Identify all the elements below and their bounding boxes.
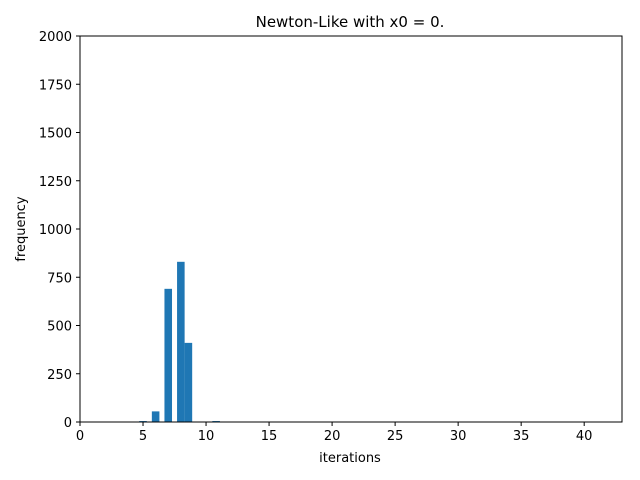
y-tick-label: 0 xyxy=(64,416,72,431)
bar-1 xyxy=(151,411,160,422)
y-tick-label: 750 xyxy=(47,271,72,286)
x-tick-label: 35 xyxy=(513,429,530,444)
x-axis-ticks: 0 5 10 15 20 25 30 35 40 xyxy=(76,422,593,444)
y-tick-label: 1500 xyxy=(39,127,72,142)
x-tick-label: 10 xyxy=(198,429,215,444)
plot-frame xyxy=(79,35,623,423)
x-tick-label: 0 xyxy=(76,429,84,444)
x-axis-label: iterations xyxy=(319,451,381,466)
y-axis-ticks: 0 250 500 750 1000 1250 1500 1750 2000 xyxy=(39,30,80,431)
y-tick-label: 2000 xyxy=(39,30,72,45)
x-tick-label: 15 xyxy=(261,429,278,444)
bar-2 xyxy=(164,288,173,422)
y-tick-label: 250 xyxy=(47,368,72,383)
x-tick-label: 25 xyxy=(387,429,404,444)
y-axis-label: frequency xyxy=(14,196,29,262)
bar-3 xyxy=(177,261,185,422)
y-tick-label: 1250 xyxy=(39,175,72,190)
chart-title: Newton-Like with x0 = 0. xyxy=(256,13,445,31)
y-tick-label: 1000 xyxy=(39,223,72,238)
x-tick-label: 30 xyxy=(450,429,467,444)
x-tick-label: 5 xyxy=(139,429,147,444)
x-tick-label: 40 xyxy=(576,429,593,444)
y-tick-label: 500 xyxy=(47,320,72,335)
bar-4 xyxy=(184,342,193,422)
x-tick-label: 20 xyxy=(324,429,341,444)
y-tick-label: 1750 xyxy=(39,78,72,93)
